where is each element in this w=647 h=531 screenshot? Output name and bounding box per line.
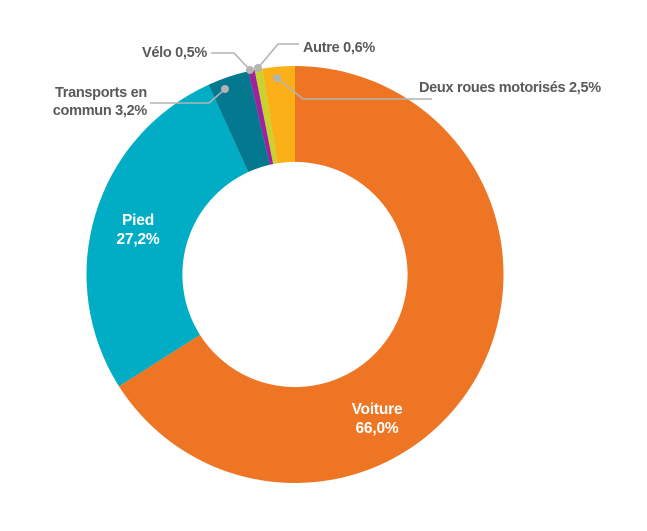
label-voiture: Voiture 66,0% (317, 400, 437, 438)
label-pied-value: 27,2% (116, 231, 160, 248)
label-transports-line1: Transports en (55, 85, 147, 101)
label-voiture-value: 66,0% (355, 420, 399, 437)
slice-autre (254, 68, 278, 165)
label-autre: Autre 0,6% (303, 40, 375, 56)
label-transports-line2: commun 3,2% (52, 103, 148, 119)
leader-dot-transports (221, 85, 229, 93)
leader-dot-velo (246, 66, 254, 74)
leader-line-deux-roues (276, 77, 432, 100)
slice-deux-roues-motorises (262, 66, 295, 164)
slice-velo (248, 69, 274, 165)
donut-slices (86, 66, 504, 483)
leader-lines (150, 43, 432, 104)
leader-line-velo (211, 52, 251, 71)
label-pied-name: Pied (122, 212, 154, 229)
label-velo: Vélo 0,5% (142, 45, 207, 61)
label-transports-en-commun: Transports en commun 3,2% (52, 84, 148, 120)
slice-pied (86, 84, 249, 387)
slice-transports-en-commun (208, 71, 270, 173)
label-voiture-name: Voiture (351, 401, 403, 418)
label-pied: Pied 27,2% (78, 211, 198, 249)
leader-line-autre (257, 43, 299, 69)
leader-line-transports (150, 89, 225, 104)
leader-dot-deux-roues (273, 74, 281, 82)
leader-dot-autre (254, 64, 262, 72)
slice-voiture (118, 66, 504, 483)
label-deux-roues-motorises: Deux roues motorisés 2,5% (419, 80, 601, 96)
